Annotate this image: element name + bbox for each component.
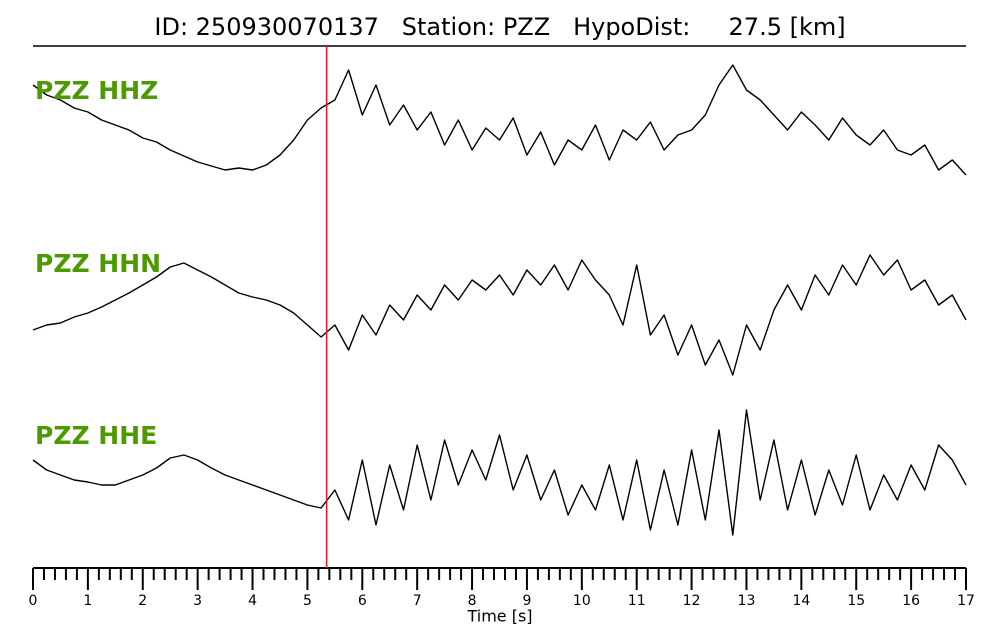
- x-tick-label: 7: [413, 593, 422, 609]
- trace-label: PZZ HHZ: [35, 76, 158, 105]
- x-tick-label: 8: [468, 593, 477, 609]
- trace: [32, 409, 967, 536]
- x-tick-label: 6: [358, 593, 367, 609]
- x-tick-label: 13: [738, 593, 756, 609]
- trace: [32, 64, 967, 176]
- x-tick-label: 10: [573, 593, 591, 609]
- x-tick-label: 1: [83, 593, 92, 609]
- chart-title: ID: 250930070137 Station: PZZ HypoDist: …: [154, 13, 845, 41]
- x-tick-label: 12: [683, 593, 701, 609]
- x-tick-label: 16: [902, 593, 920, 609]
- x-tick-label: 9: [522, 593, 531, 609]
- x-tick-label: 2: [138, 593, 147, 609]
- x-tick-label: 5: [303, 593, 312, 609]
- x-tick-label: 4: [248, 593, 257, 609]
- x-tick-label: 14: [792, 593, 810, 609]
- x-tick-label: 15: [847, 593, 865, 609]
- x-tick-label: 11: [628, 593, 646, 609]
- x-axis-label: Time [s]: [466, 607, 532, 626]
- x-tick-label: 17: [957, 593, 975, 609]
- x-tick-label: 0: [29, 593, 38, 609]
- x-tick-label: 3: [193, 593, 202, 609]
- trace: [32, 254, 967, 376]
- trace-label: PZZ HHE: [35, 421, 157, 450]
- trace-label: PZZ HHN: [35, 249, 161, 278]
